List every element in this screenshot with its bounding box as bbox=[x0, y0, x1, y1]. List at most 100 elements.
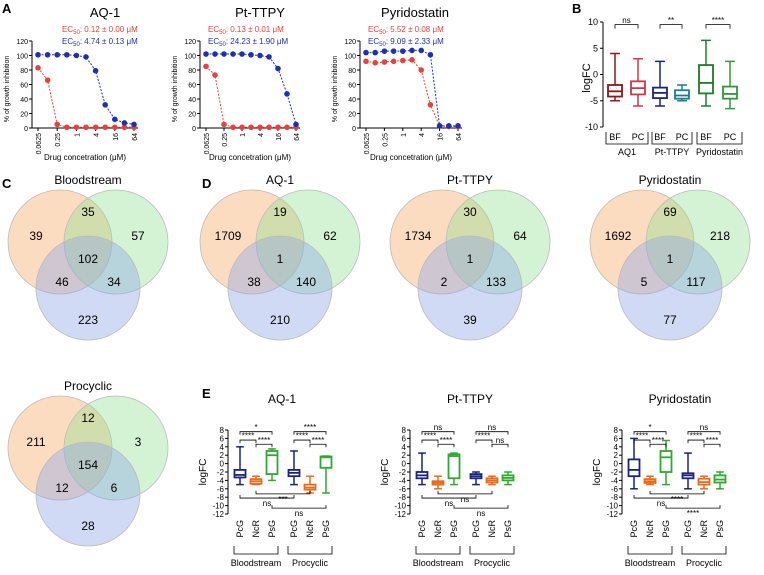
x-tick-label: 64 bbox=[132, 133, 139, 141]
x-tick-label: 64 bbox=[294, 133, 301, 141]
dose-response-plot-pt-ttpy: Pt-TTPY EC50: 0.13 ± 0.01 μM EC50: 24.23… bbox=[172, 5, 301, 162]
box-label: BF bbox=[700, 132, 712, 142]
sig-bracket bbox=[309, 443, 327, 448]
y-tick-label: 0 bbox=[352, 126, 356, 133]
box-4 bbox=[303, 475, 317, 494]
venn-count-n123: 1 bbox=[467, 252, 474, 266]
box-label: BF bbox=[609, 132, 621, 142]
data-point bbox=[363, 58, 369, 65]
x-tick-label: 4 bbox=[94, 133, 101, 137]
sig-label: **** bbox=[478, 432, 490, 441]
venn-count-n3: 39 bbox=[463, 313, 477, 327]
y-tick-label: 20 bbox=[348, 112, 356, 119]
x-tick-label: 0.0625 bbox=[364, 133, 371, 155]
sig-label: *** bbox=[278, 495, 287, 504]
data-point bbox=[73, 52, 80, 59]
ec50-red-prefix: EC bbox=[368, 25, 379, 34]
y-tick-label: -6 bbox=[399, 485, 407, 494]
sig-bracket bbox=[633, 495, 689, 499]
data-point bbox=[35, 65, 41, 71]
venn-count-n13: 5 bbox=[641, 275, 648, 289]
y-tick-label: -12 bbox=[394, 510, 406, 519]
ec50-red-sub: 50 bbox=[219, 30, 226, 36]
sig-label: **** bbox=[312, 436, 324, 445]
y-tick-label: -10 bbox=[212, 502, 224, 511]
box-1 bbox=[630, 58, 646, 107]
sig-label: ns bbox=[700, 423, 708, 432]
box-label: NcR bbox=[645, 520, 655, 538]
group-label: Procyclic bbox=[292, 558, 329, 568]
y-tick-label: -8 bbox=[611, 493, 619, 502]
box-3 bbox=[681, 452, 695, 490]
sig-label: **** bbox=[687, 509, 699, 518]
x-tick-label: 0.25 bbox=[55, 133, 62, 147]
group-bracket bbox=[233, 546, 279, 555]
panel-label-a: A bbox=[2, 1, 12, 16]
x-tick-label: 1 bbox=[401, 133, 408, 137]
venn-title: AQ-1 bbox=[266, 173, 294, 187]
y-tick-label: 60 bbox=[188, 83, 196, 90]
venn-count-n123: 1 bbox=[667, 252, 674, 266]
x-axis-label: Drug concetration (μM) bbox=[209, 153, 291, 162]
data-point bbox=[363, 49, 369, 56]
box-5 bbox=[722, 60, 738, 110]
group-label: Pyridostatin bbox=[696, 147, 743, 157]
sig-label: ns bbox=[434, 423, 442, 432]
box-1 bbox=[249, 475, 263, 486]
data-point bbox=[381, 48, 388, 54]
venn-count-n23: 117 bbox=[686, 275, 705, 289]
plot-title: AQ-1 bbox=[90, 5, 120, 20]
data-point bbox=[436, 123, 443, 129]
sig-bracket bbox=[255, 443, 273, 448]
ec50-blue-value: : 9.09 ± 2.33 μM bbox=[386, 37, 444, 46]
y-tick-label: -8 bbox=[217, 493, 225, 502]
data-point bbox=[418, 47, 425, 54]
dose-response-plot-pyridostatin: Pyridostatin EC50: 5.52 ± 0.08 μM EC50: … bbox=[332, 5, 463, 162]
y-tick-label: 120 bbox=[344, 39, 356, 46]
y-tick-label: 4 bbox=[402, 443, 407, 452]
venn-count-n123: 1 bbox=[277, 252, 284, 266]
data-point bbox=[284, 124, 290, 131]
box-1 bbox=[643, 475, 657, 486]
y-tick-label: -10 bbox=[585, 122, 598, 132]
data-point bbox=[230, 124, 236, 131]
sig-bracket bbox=[239, 431, 273, 435]
x-tick-label: 16 bbox=[438, 133, 445, 141]
y-tick-label: 0 bbox=[402, 460, 407, 469]
data-point bbox=[83, 124, 89, 131]
venn-count-n2: 218 bbox=[710, 229, 730, 243]
sig-label: ns bbox=[461, 495, 469, 504]
y-tick-label: -4 bbox=[399, 476, 407, 485]
sig-bracket bbox=[705, 24, 731, 29]
ec50-blue-label: EC50: 24.23 ± 1.90 μM bbox=[208, 37, 289, 48]
data-point bbox=[266, 54, 272, 60]
venn-circle-3 bbox=[417, 235, 523, 341]
sig-bracket bbox=[475, 431, 509, 435]
plot-title: Pt-TTPY bbox=[235, 5, 285, 20]
ec50-blue-prefix: EC bbox=[368, 37, 379, 46]
y-tick-label: -8 bbox=[399, 493, 407, 502]
dose-response-plot-aq1: AQ-1 EC50: 0.12 ± 0.00 μM EC50: 4.74 ± 0… bbox=[4, 5, 139, 162]
sig-label: **** bbox=[671, 495, 683, 504]
sig-bracket bbox=[271, 505, 327, 509]
venn-count-n12: 35 bbox=[81, 205, 95, 219]
data-point bbox=[266, 124, 272, 131]
sig-bracket bbox=[614, 24, 639, 29]
y-tick-label: 10 bbox=[588, 17, 598, 27]
ec50-red-value: : 0.12 ± 0.00 μM bbox=[80, 25, 138, 34]
y-tick-label: 40 bbox=[348, 97, 356, 104]
data-point bbox=[390, 48, 397, 54]
box-label: NcR bbox=[699, 520, 709, 538]
box-body bbox=[659, 450, 673, 473]
box-body bbox=[627, 458, 641, 478]
x-tick-label: 4 bbox=[258, 133, 265, 137]
y-tick-label: 80 bbox=[188, 68, 196, 75]
box-label: PsG bbox=[321, 520, 331, 538]
x-tick-label: 1 bbox=[240, 133, 247, 137]
y-tick-label: 120 bbox=[184, 39, 196, 46]
y-axis-label: logFC bbox=[581, 63, 593, 92]
data-point bbox=[257, 52, 263, 59]
sig-bracket bbox=[421, 439, 439, 444]
y-tick-label: 5 bbox=[593, 43, 598, 53]
